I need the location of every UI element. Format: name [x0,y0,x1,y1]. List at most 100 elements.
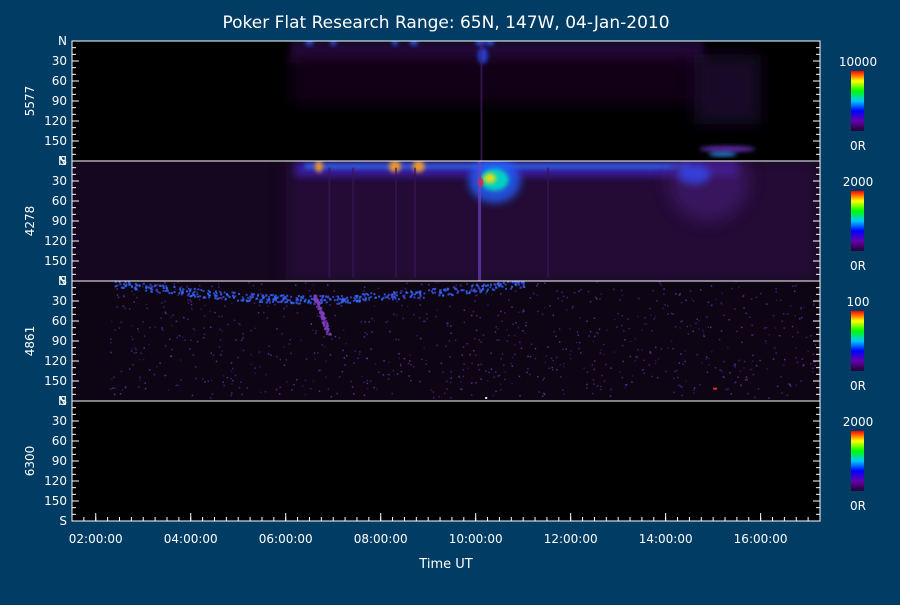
speckle-4861 [557,297,559,300]
arc-speckle-4861 [300,296,303,299]
speckle-4861 [775,291,777,293]
speckle-4861 [192,328,195,330]
arc-speckle-4861 [482,283,485,286]
speckle-4861 [363,381,365,384]
speckle-4861 [317,352,319,354]
speckle-4861 [246,387,249,389]
speckle-4861 [508,299,510,301]
speckle-4861 [702,331,705,333]
speckle-4861 [667,313,669,315]
speckle-4861 [648,364,650,366]
speckle-4861 [645,323,648,325]
speckle-4861 [695,322,697,325]
speckle-4861 [595,298,598,300]
speckle-4861 [221,350,223,352]
speckle-4861 [798,318,801,320]
colorbar-max-4861: 100 [847,295,870,309]
speckle-4861 [313,352,316,354]
speckle-4861 [432,396,435,399]
speckle-4861 [286,381,288,383]
speckle-4861 [642,369,644,371]
speckle-4861 [666,305,669,307]
speckle-4861 [124,386,127,388]
speckle-4861 [565,309,568,312]
arc-speckle-4861 [268,301,271,304]
speckle-4861 [475,382,477,384]
speckle-4861 [578,347,580,350]
speckle-4861 [551,366,554,369]
y-tick-label-4861-6: S [59,394,67,408]
speckle-4861 [316,315,319,317]
white-spot-4861 [485,397,488,399]
speckle-4861 [459,284,462,286]
speckle-4861 [140,352,142,355]
arc-speckle-4861 [403,297,406,300]
arc-speckle-4861 [504,287,507,290]
arc-speckle-4861 [115,285,118,288]
speckle-4861 [527,355,529,358]
speckle-4861 [376,388,378,391]
y-tick-label-4861-3: 90 [52,334,67,348]
speckle-4861 [548,367,550,370]
speckle-4861 [619,371,621,373]
speckle-4861 [765,342,767,345]
arc-speckle-4861 [368,296,371,299]
arc-speckle-4861 [158,291,161,294]
arc-speckle-4861 [490,283,493,286]
speckle-4861 [148,286,151,288]
speckle-4861 [681,394,684,397]
speckle-4861 [580,352,582,354]
arc-speckle-4861 [245,293,248,296]
speckle-4861 [794,285,797,287]
speckle-4861 [692,300,695,302]
speckle-4861 [791,285,794,287]
speckle-4861 [778,334,781,337]
speckle-4861 [784,358,786,361]
arc-speckle-4861 [296,302,299,305]
speckle-4861 [203,315,206,317]
speckle-4861 [340,305,343,307]
speckle-4861 [520,347,523,350]
speckle-4861 [812,367,814,369]
arc-speckle-4861 [349,301,352,304]
arc-speckle-4861 [510,285,513,288]
arc-speckle-4861 [236,299,239,302]
speckle-4861 [627,318,629,320]
arc-speckle-4861 [515,281,518,284]
arc-speckle-4861 [322,295,325,298]
speckle-4861 [593,335,596,338]
arc-tail-4861 [326,329,329,332]
speckle-4861 [327,388,330,390]
speckle-4861 [180,359,182,361]
arc-speckle-4861 [212,292,215,295]
arc-speckle-4861 [272,297,275,300]
speckle-4861 [181,336,184,338]
arc-speckle-4861 [489,286,492,289]
x-tick-label-1: 04:00:00 [164,532,218,546]
arc-speckle-4861 [288,299,291,302]
speckle-4861 [699,289,702,291]
arc-speckle-4861 [320,301,323,304]
arc-speckle-4861 [365,297,368,300]
arc-speckle-4861 [285,297,288,300]
speckle-4861 [137,386,140,388]
speckle-4861 [333,290,335,292]
speckle-4861 [133,293,135,296]
arc-speckle-4861 [362,298,365,301]
speckle-4861 [257,311,260,314]
y-tick-label-5577-4: 120 [44,114,67,128]
speckle-4861 [577,334,580,336]
speckle-4861 [620,289,623,292]
arc-speckle-4861 [307,301,310,304]
arc-speckle-4861 [332,295,335,298]
speckle-4861 [811,371,814,373]
arc-speckle-4861 [134,282,137,285]
arc-speckle-4861 [480,289,483,292]
arc-speckle-4861 [274,299,277,302]
arc-speckle-4861 [155,289,158,292]
speckle-4861 [519,341,521,344]
speckle-4861 [587,290,590,293]
speckle-4861 [795,384,798,386]
speckle-4861 [545,355,547,357]
speckle-4861 [276,355,278,358]
